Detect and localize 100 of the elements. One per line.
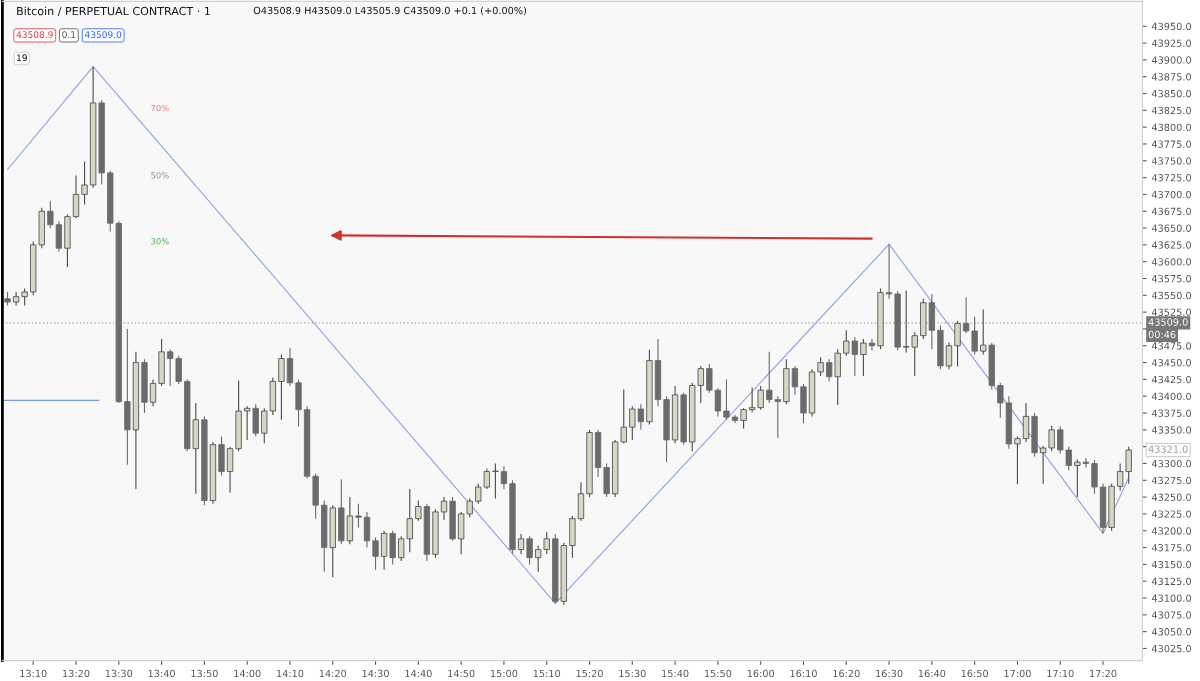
x-tick-label: 17:20	[1090, 669, 1117, 678]
candlestick	[1074, 458, 1081, 498]
x-tick-label: 14:00	[234, 669, 261, 678]
candlestick	[81, 160, 88, 206]
ref-line-label: 43509.0	[1148, 318, 1188, 326]
candlestick	[723, 378, 730, 421]
candlestick	[980, 308, 987, 356]
y-tick-label: 43400.0	[1151, 392, 1191, 401]
y-tick-label: 43800.0	[1151, 123, 1191, 131]
x-tick-label: 15:20	[576, 669, 603, 678]
candlestick	[1082, 457, 1090, 469]
candlestick	[834, 348, 841, 406]
candlestick	[1091, 459, 1098, 495]
x-tick-label: 15:30	[619, 669, 646, 678]
y-tick-label: 43900.0	[1151, 56, 1191, 64]
candlestick	[843, 329, 850, 357]
x-tick-label: 16:50	[961, 669, 989, 678]
x-tick-label: 16:10	[790, 669, 817, 678]
y-tick-label: 43100.0	[1151, 594, 1191, 602]
candlestick	[72, 175, 80, 219]
y-tick-label: 43850.0	[1151, 89, 1191, 98]
candlestick	[244, 405, 251, 441]
y-tick-label: 43525.0	[1151, 308, 1191, 316]
y-tick-label: 43025.0	[1151, 644, 1191, 653]
y-tick-label: 43625.0	[1151, 241, 1191, 249]
candlestick	[526, 535, 533, 565]
candlestick	[226, 446, 234, 493]
x-tick-label: 17:10	[1047, 669, 1074, 678]
x-tick-label: 14:10	[277, 669, 304, 678]
candlestick	[380, 530, 388, 571]
x-tick-label: 16:00	[747, 669, 775, 678]
y-tick-label: 43875.0	[1151, 73, 1191, 81]
candlestick	[372, 536, 379, 571]
y-tick-label: 43775.0	[1151, 140, 1191, 148]
y-tick-label: 43350.0	[1151, 426, 1191, 434]
y-tick-label: 43925.0	[1151, 39, 1191, 47]
candlestick	[355, 503, 362, 528]
candlestick	[500, 465, 508, 490]
candlestick	[954, 320, 961, 368]
y-tick-label: 43050.0	[1151, 628, 1191, 636]
annotation: 50%	[151, 172, 169, 179]
candlestick	[278, 353, 285, 421]
y-tick-label: 43950.0	[1151, 22, 1191, 31]
y-tick-label: 43550.0	[1151, 291, 1191, 300]
x-tick-label: 17:00	[1004, 669, 1031, 678]
y-tick-label: 43575.0	[1151, 274, 1191, 283]
candlestick	[706, 363, 713, 394]
x-tick-label: 14:40	[405, 669, 432, 678]
y-tick-label: 43175.0	[1151, 544, 1191, 552]
y-tick-label: 43300.0	[1151, 459, 1191, 468]
annotation: 43508.9	[16, 31, 53, 39]
x-tick-label: 13:50	[191, 669, 218, 678]
y-tick-label: 43075.0	[1151, 611, 1191, 619]
candlestick	[868, 338, 876, 352]
annotation: 19	[17, 54, 27, 62]
y-tick-label: 43750.0	[1151, 157, 1191, 165]
candlestick	[817, 356, 824, 377]
y-tick-label: 43150.0	[1151, 560, 1191, 569]
candlestick	[826, 358, 833, 382]
y-tick-label: 43225.0	[1151, 510, 1191, 518]
candlestick	[945, 341, 953, 370]
candlestick	[851, 336, 858, 377]
candlestick	[791, 365, 799, 396]
y-tick-label: 43275.0	[1151, 476, 1191, 485]
text: 00:46	[1148, 330, 1176, 339]
y-tick-label: 43125.0	[1151, 577, 1191, 586]
candlestick	[971, 316, 978, 356]
x-tick-label: 15:00	[490, 669, 518, 678]
y-tick-label: 43725.0	[1151, 174, 1191, 182]
candlestick	[637, 403, 645, 431]
line-series	[6, 66, 1130, 604]
x-tick-label: 13:20	[63, 669, 90, 678]
x-tick-label: 16:30	[876, 669, 903, 678]
y-tick-label: 43825.0	[1151, 106, 1191, 115]
candlestick	[629, 405, 636, 441]
y-tick-label: 43700.0	[1151, 190, 1191, 199]
candlestick	[440, 496, 448, 521]
y-tick-label: 43600.0	[1151, 258, 1191, 266]
y-tick-label: 43200.0	[1151, 527, 1191, 535]
x-tick-label: 13:40	[148, 669, 175, 678]
x-tick-label: 13:30	[105, 669, 133, 678]
x-tick-label: 14:30	[362, 669, 389, 678]
candlestick	[860, 338, 867, 377]
x-tick-label: 15:10	[533, 669, 561, 678]
x-tick-label: 16:40	[918, 669, 946, 678]
x-tick-label: 14:50	[448, 669, 475, 678]
candlestick	[492, 462, 499, 500]
candlestick	[1014, 436, 1021, 485]
candlestick	[885, 243, 893, 300]
y-tick-label: 43675.0	[1151, 207, 1191, 216]
candlestick	[363, 511, 371, 549]
y-tick-label: 43425.0	[1151, 375, 1191, 384]
chart-title: Bitcoin / PERPETUAL CONTRACT · 1	[17, 6, 210, 17]
x-tick-label: 13:10	[20, 669, 47, 678]
candlestick	[149, 378, 157, 407]
y-tick-label: 43650.0	[1151, 224, 1191, 232]
candlestick	[415, 499, 422, 522]
x-tick-label: 15:50	[704, 669, 732, 678]
candlestick	[714, 387, 722, 417]
candlestick	[517, 533, 525, 555]
